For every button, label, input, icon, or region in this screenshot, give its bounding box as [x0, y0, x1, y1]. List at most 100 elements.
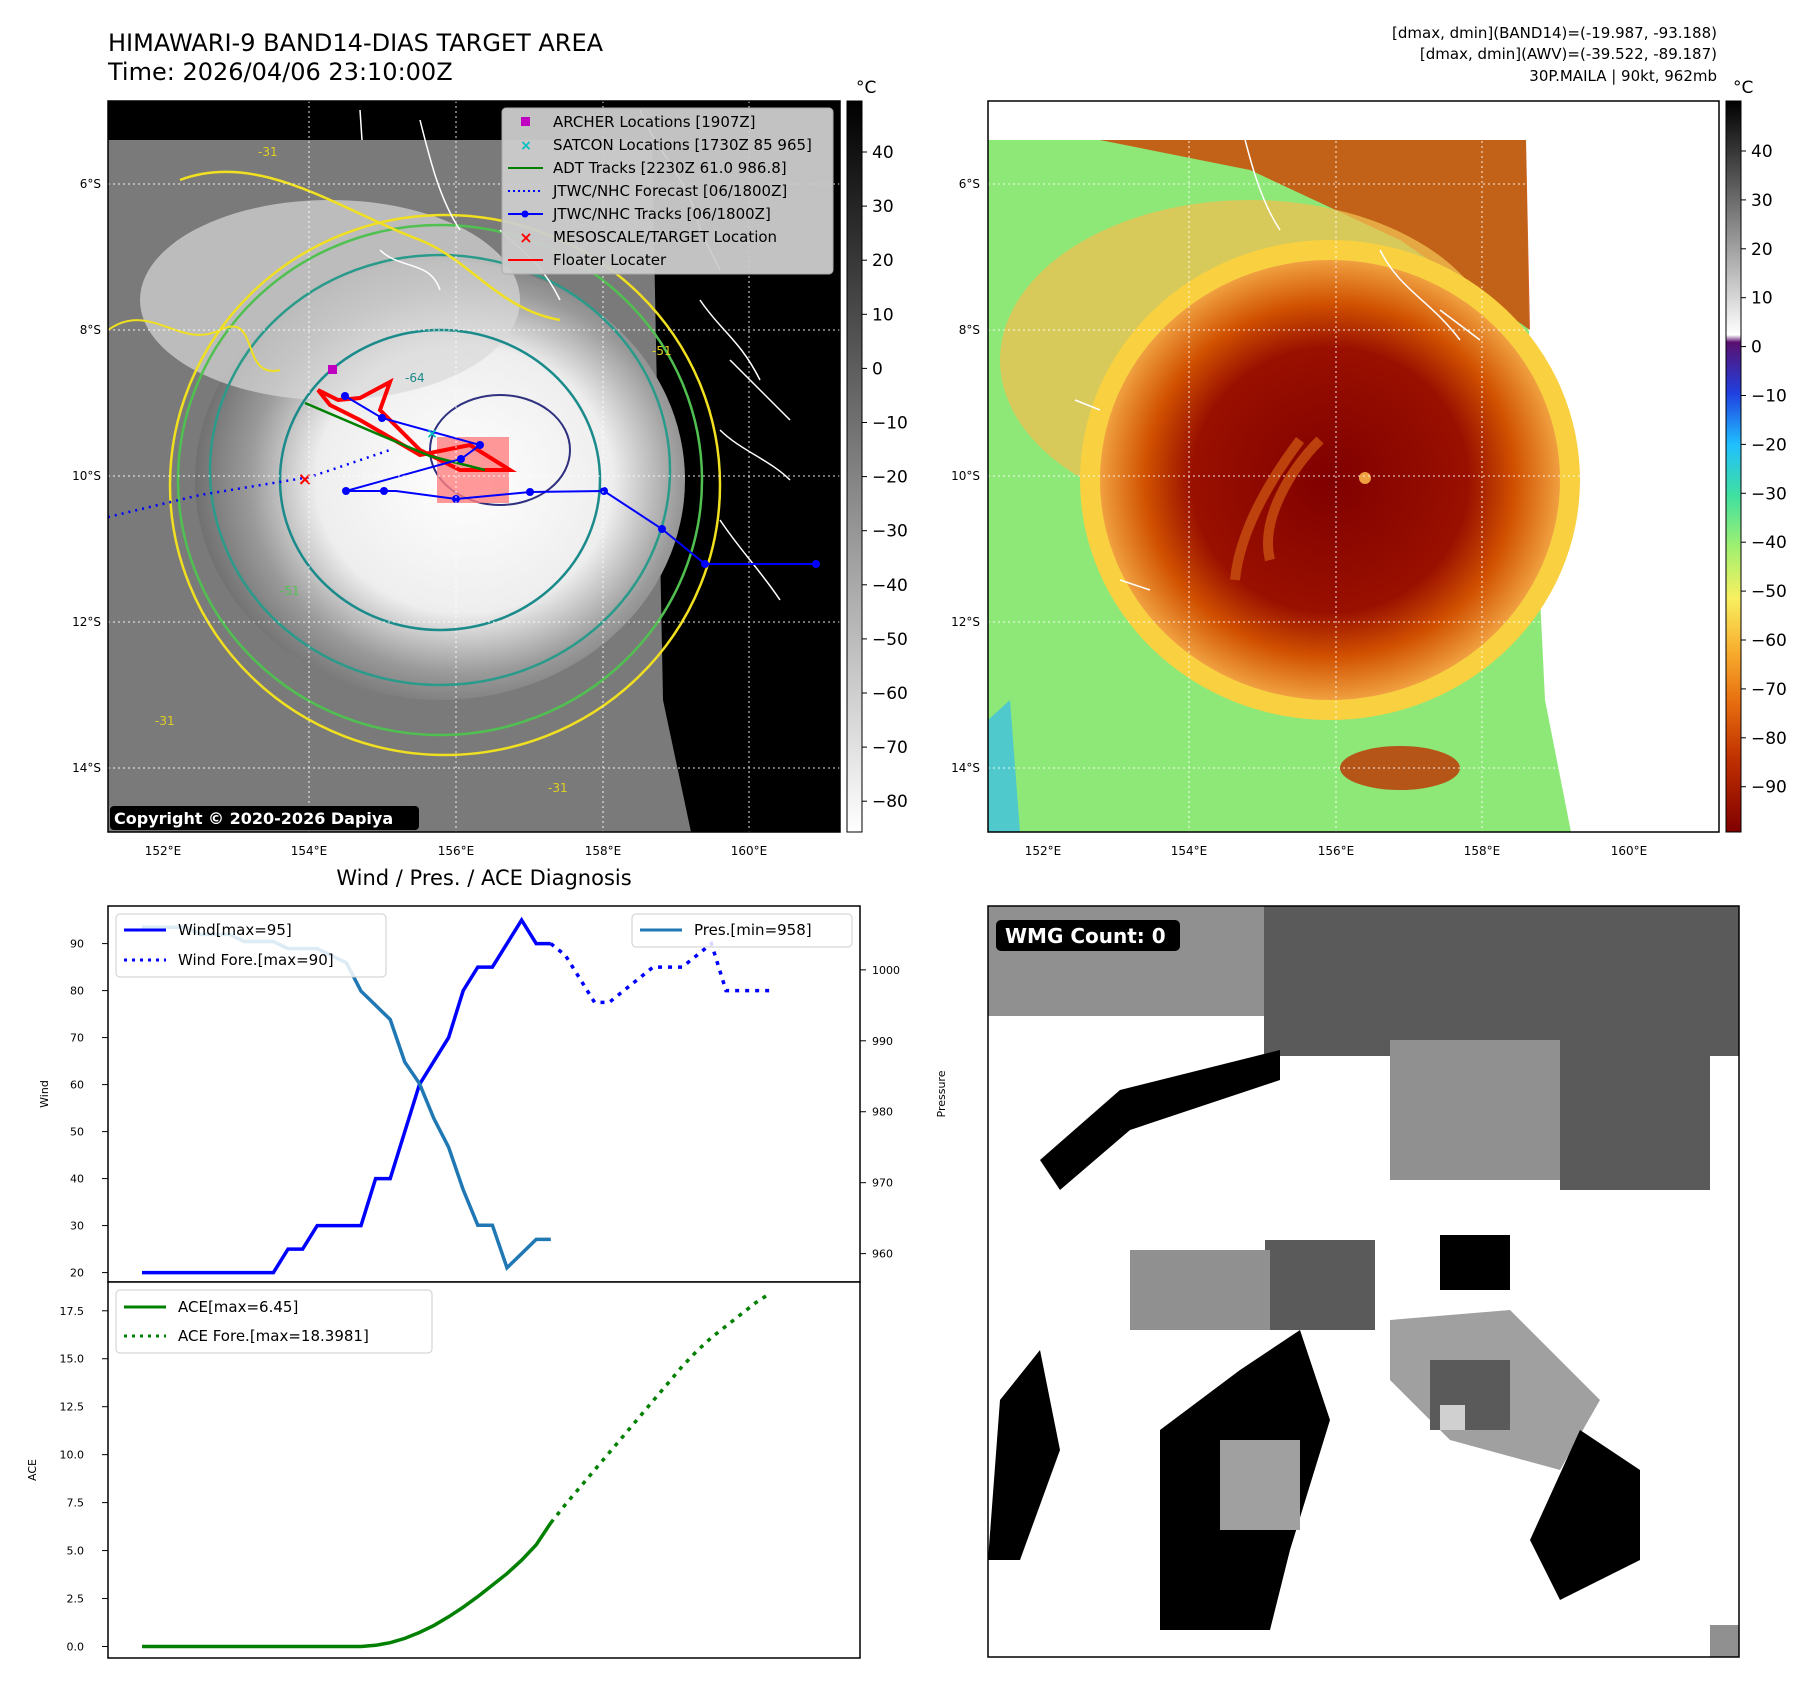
colorbar2-ticks: 40 30 20 10 0 −10 −20 −30 −40 −50 −60 −70 −80 −90: [1741, 142, 1787, 798]
awv-stat: [dmax, dmin](AWV)=(-39.522, -89.187): [1420, 45, 1717, 63]
awv-gridlines: [988, 101, 1719, 832]
axis-tick-label: 1000: [872, 964, 900, 977]
adt-track: [304, 401, 486, 472]
axis-tick-label: 15.0: [60, 1353, 85, 1366]
colorbar-tick-label: −50: [872, 630, 908, 650]
colorbar-tick-label: 0: [1751, 338, 1762, 358]
colorbar-tick-label: 20: [1751, 240, 1773, 260]
copyright-badge: [110, 806, 419, 830]
legend-label: SATCON Locations [1730Z 85 965]: [553, 136, 812, 154]
colorbar-tick-label: −20: [872, 468, 908, 488]
ir-contour-label: -64: [405, 371, 425, 385]
colorbar-tick-label: −60: [872, 684, 908, 704]
lat-label: 10°S: [951, 469, 980, 483]
colorbar-tick-label: −40: [1751, 533, 1787, 553]
awv-sw-dry: [988, 700, 1020, 832]
colorbar-tick-label: −10: [872, 414, 908, 434]
series-line: [549, 940, 770, 1005]
colorbar-tick-label: −70: [1751, 680, 1787, 700]
axis-tick-label: 17.5: [60, 1305, 85, 1318]
copyright-text: Copyright © 2020-2026 Dapiya: [114, 809, 393, 828]
series-line: [142, 1521, 553, 1649]
axis-tick-label: 70: [70, 1032, 84, 1045]
wind-legend-label: Wind[max=95]: [178, 921, 292, 939]
ir-map-legend: ARCHER Locations [1907Z] × SATCON Locati…: [501, 107, 834, 275]
axis-tick-label: 960: [872, 1248, 893, 1261]
colorbar-tick-label: 30: [872, 197, 894, 217]
axis-tick-label: 30: [70, 1220, 84, 1233]
ir-contour-mid: [208, 253, 672, 687]
series-line: [142, 916, 551, 1275]
awv-rainband: [1230, 436, 1324, 581]
figure-time: Time: 2026/04/06 23:10:00Z: [107, 58, 453, 86]
axis-tick-label: 40: [70, 1173, 84, 1186]
wmg-region-eye-center: [1440, 1405, 1465, 1430]
wmg-region-gray-sw: [1220, 1440, 1300, 1530]
ir-contour-core: [429, 394, 571, 506]
ace-fore-legend-label: ACE Fore.[max=18.3981]: [178, 1327, 369, 1345]
ace-legend-label: ACE[max=6.45]: [178, 1298, 298, 1316]
lat-label: 14°S: [951, 761, 980, 775]
legend-label: JTWC/NHC Tracks [06/1800Z]: [552, 205, 771, 223]
colorbar1-ticks: 40 30 20 10 0 −10 −20 −30 −40 −50 −60 −70 −80: [862, 143, 908, 812]
ace-series: [142, 1292, 771, 1649]
colorbar-tick-label: −80: [1751, 729, 1787, 749]
colorbar-tick-label: −10: [1751, 387, 1787, 407]
axis-tick-label: 50: [70, 1126, 84, 1139]
lon-label: 156°E: [438, 844, 475, 858]
legend-swatch-target: ×: [519, 228, 532, 247]
wmg-region-gray-se: [1710, 1625, 1739, 1657]
lon-label: 152°E: [1025, 844, 1062, 858]
legend-swatch-satcon: ×: [520, 138, 532, 154]
colorbar-tick-label: 40: [1751, 142, 1773, 162]
floater-locater-track: [316, 377, 517, 472]
legend-swatch-archer: [521, 117, 530, 126]
ace-axis-label: ACE: [26, 1459, 39, 1481]
jtwc-track-points: [341, 392, 820, 568]
colorbar-tick-label: −30: [872, 522, 908, 542]
awv-eye: [1359, 472, 1371, 484]
lon-label: 152°E: [145, 844, 182, 858]
wmg-region-black-eyewall: [1440, 1235, 1510, 1290]
lon-label: 160°E: [731, 844, 768, 858]
wmg-region-black-nw: [1040, 1050, 1280, 1190]
axis-tick-label: 12.5: [60, 1401, 85, 1414]
pressure-axis-label: Pressure: [935, 1070, 948, 1117]
axis-tick-label: 5.0: [67, 1545, 85, 1558]
pressure-legend: Pres.[min=958]: [631, 913, 853, 948]
wind-legend: Wind[max=95] Wind Fore.[max=90]: [115, 913, 387, 978]
axis-tick-label: 60: [70, 1079, 84, 1092]
axis-tick-label: 0.0: [67, 1640, 85, 1653]
wind-axis-ticks: 90 80 70 60 50 40 30 20: [70, 938, 108, 1280]
lon-label: 158°E: [585, 844, 622, 858]
ir-contour-label: -31: [155, 714, 175, 728]
colorbar1-unit: °C: [856, 78, 876, 98]
lon-label: 154°E: [291, 844, 328, 858]
axis-tick-label: 990: [872, 1035, 893, 1048]
legend-label: MESOSCALE/TARGET Location: [553, 228, 777, 246]
colorbar-tick-label: 10: [1751, 289, 1773, 309]
legend-box: [501, 107, 834, 275]
wmg-region-dark-center: [1265, 1240, 1375, 1330]
lon-label: 154°E: [1171, 844, 1208, 858]
pressure-legend-box: [631, 913, 853, 948]
satcon-location-marker: ×: [426, 426, 438, 442]
lat-label: 8°S: [80, 323, 101, 337]
ir-contour-label: -31: [258, 145, 278, 159]
legend-label: Floater Locater: [553, 251, 667, 269]
ir-contour-label: -31: [548, 781, 568, 795]
colorbar-tick-label: 30: [1751, 191, 1773, 211]
colorbar-tick-label: 20: [872, 251, 894, 271]
lat-label: 12°S: [951, 615, 980, 629]
ace-legend-box: [115, 1289, 433, 1354]
axis-tick-label: 90: [70, 938, 84, 951]
wmg-count-badge: [996, 920, 1180, 951]
ace-legend: ACE[max=6.45] ACE Fore.[max=18.3981]: [115, 1289, 433, 1354]
colorbar-tick-label: 0: [872, 359, 883, 379]
wind-legend-box: [115, 913, 387, 978]
axis-tick-label: 970: [872, 1177, 893, 1190]
ir-contour-label: -51: [280, 584, 300, 598]
wmg-region-black-w: [988, 1350, 1060, 1560]
figure-title: HIMAWARI-9 BAND14-DIAS TARGET AREA: [108, 29, 604, 57]
